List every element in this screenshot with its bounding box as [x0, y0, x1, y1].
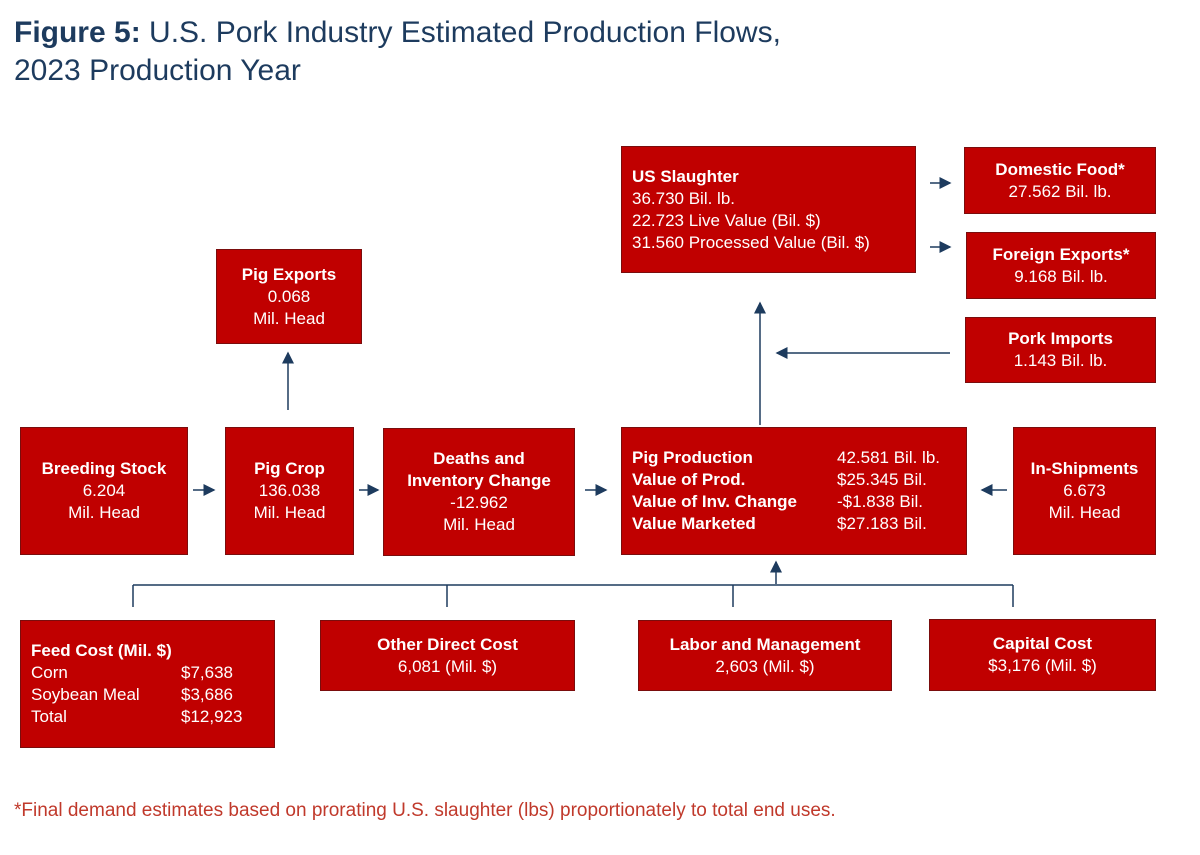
node-box: Pig Production 42.581 Bil. lb. Value of Pr…	[621, 427, 967, 555]
node-box: Pork Imports 1.143 Bil. lb.	[965, 317, 1156, 383]
node-title: Labor and Management	[669, 634, 861, 654]
row-value: 42.581 Bil. lb.	[837, 448, 941, 467]
node-line: 6.673	[1063, 481, 1106, 500]
node-box: Pig Crop 136.038 Mil. Head	[225, 427, 354, 555]
row-label: Pig Production	[632, 448, 753, 467]
node-box: Foreign Exports* 9.168 Bil. lb.	[966, 232, 1156, 299]
node-title: Foreign Exports*	[992, 244, 1130, 264]
title-line: U.S. Pork Industry Estimated Production …	[149, 16, 781, 49]
node-line: $3,176 (Mil. $)	[988, 656, 1097, 675]
node-title: Deaths and Inventory Change	[407, 449, 551, 490]
node-line: 6,081 (Mil. $)	[397, 656, 498, 676]
row-label: Soybean Meal	[31, 685, 140, 704]
node-title: Other Direct Cost	[377, 634, 518, 654]
row-value: $27.183 Bil.	[837, 514, 927, 533]
row-value: -$1.838 Bil.	[837, 492, 923, 511]
node-title: Breeding Stock	[41, 459, 167, 478]
node-box: US Slaughter 36.730 Bil. lb. 22.723 Live V…	[621, 146, 916, 273]
row-label: Value of Prod.	[632, 470, 746, 489]
node-row: Value of Inv. Change -$1.838 Bil.	[632, 491, 956, 513]
node-box: Capital Cost $3,176 (Mil. $)	[929, 619, 1156, 691]
node-box: Feed Cost (Mil. $) Corn $7,638 Soybean Meal…	[20, 620, 275, 748]
node-box: Deaths and Inventory Change -12.962 Mil. H…	[383, 428, 575, 556]
node-box: Breeding Stock 6.204 Mil. Head	[20, 427, 188, 555]
node-title: Pork Imports	[1008, 329, 1113, 348]
node-box: Pig Exports 0.068 Mil. Head	[216, 249, 362, 344]
row-label: Corn	[31, 663, 68, 682]
node-title: Domestic Food*	[995, 159, 1125, 179]
arrows	[132, 177, 1014, 607]
node-title: Pig Crop	[254, 459, 325, 478]
node-title: Capital Cost	[992, 634, 1093, 653]
node-line: 31.560 Processed Value (Bil. $)	[632, 232, 870, 252]
node-box: Domestic Food* 27.562 Bil. lb.	[964, 147, 1156, 214]
node-title: In-Shipments	[1030, 459, 1139, 478]
node-line: 22.723 Live Value (Bil. $)	[632, 210, 821, 230]
node-box: In-Shipments 6.673 Mil. Head	[1013, 427, 1156, 555]
node-box: Other Direct Cost 6,081 (Mil. $)	[320, 620, 575, 691]
row-label: Total	[31, 707, 67, 726]
node-line: 27.562 Bil. lb.	[1008, 181, 1112, 201]
row-value: $7,638	[181, 663, 233, 682]
node-row: Corn $7,638	[31, 662, 264, 684]
node-line: Mil. Head	[253, 308, 325, 328]
node-box: Labor and Management 2,603 (Mil. $)	[638, 620, 892, 691]
node-line: Mil. Head	[253, 503, 326, 522]
row-label: Value of Inv. Change	[632, 492, 797, 511]
node-row: Total $12,923	[31, 706, 264, 728]
node-line: 136.038	[258, 481, 321, 500]
row-value: $25.345 Bil.	[837, 470, 927, 489]
node-line: Mil. Head	[68, 503, 140, 522]
row-value: $3,686	[181, 685, 233, 704]
node-row: Value of Prod. $25.345 Bil.	[632, 469, 956, 491]
figure-title: Figure 5: U.S. Pork Industry Estimated P…	[14, 14, 781, 90]
node-title: US Slaughter	[632, 166, 739, 186]
node-row: Pig Production 42.581 Bil. lb.	[632, 447, 956, 469]
node-line: Mil. Head	[443, 515, 515, 534]
row-value: $12,923	[181, 707, 243, 726]
node-line: 2,603 (Mil. $)	[715, 656, 815, 676]
node-line: 6.204	[82, 481, 126, 500]
node-line: 9.168 Bil. lb.	[1014, 266, 1108, 286]
node-row: Soybean Meal $3,686	[31, 684, 264, 706]
footnote: *Final demand estimates based on prorati…	[14, 800, 836, 821]
node-line: 1.143 Bil. lb.	[1013, 351, 1108, 370]
figure-label: Figure 5:	[14, 16, 141, 49]
node-line: Mil. Head	[1048, 503, 1121, 522]
node-line: -12.962	[450, 493, 508, 512]
node-row: Value Marketed $27.183 Bil.	[632, 513, 956, 535]
node-title: Pig Exports	[241, 264, 337, 284]
node-line: 0.068	[267, 286, 311, 306]
node-title: Feed Cost (Mil. $)	[31, 641, 172, 660]
row-label: Value Marketed	[632, 514, 756, 533]
node-line: 36.730 Bil. lb.	[632, 188, 736, 208]
title-line: 2023 Production Year	[14, 54, 301, 87]
